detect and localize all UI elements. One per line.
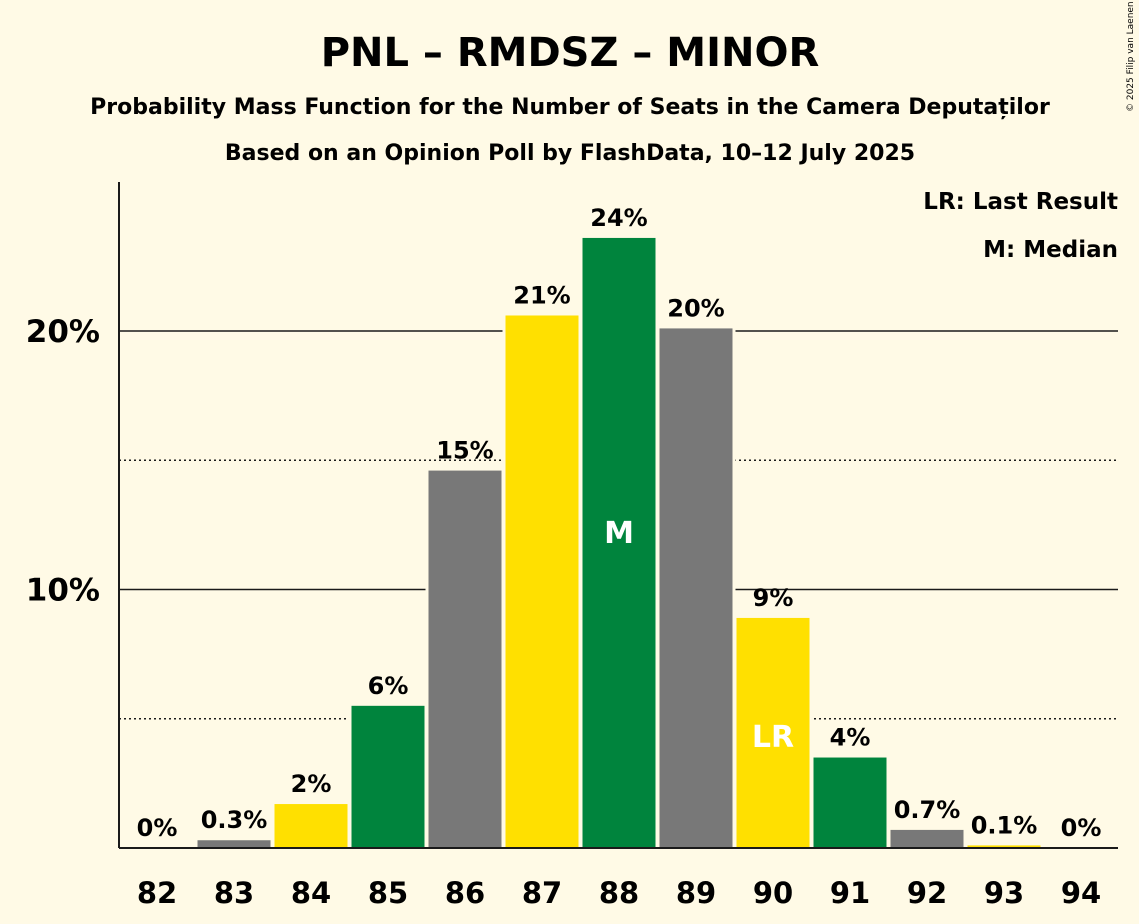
axes: 10% 20% 82 83 84 85 86 87 88 89 90 91 92 93 94 [26,182,1118,910]
bar-84 [274,804,348,848]
x-tick-label-85: 85 [368,876,408,910]
bars: 0% 0.3% 2% 6% 15% 21% 24% M 20% 9% LR 4% 0.7% 0.1% 0% [137,204,1102,848]
median-marker: M [604,516,634,551]
bar-85 [351,705,425,848]
chart-source: Based on an Opinion Poll by FlashData, 1… [225,141,915,166]
bar-87 [505,315,579,848]
legend-last-result: LR: Last Result [923,189,1118,215]
chart-subtitle: Probability Mass Function for the Number… [90,95,1050,120]
data-label-92: 0.7% [894,796,961,824]
data-label-88: 24% [590,204,647,232]
x-tick-label-83: 83 [214,876,254,910]
data-label-83: 0.3% [201,806,268,834]
data-label-90: 9% [753,584,794,612]
bar-88 [582,237,656,848]
bar-91 [813,757,887,848]
bar-86 [428,470,502,848]
bar-89 [659,328,733,848]
data-label-94: 0% [1061,814,1102,842]
data-label-89: 20% [667,294,724,322]
x-tick-label-94: 94 [1061,876,1101,910]
bar-83 [197,840,271,848]
x-tick-label-91: 91 [830,876,870,910]
x-tick-label-92: 92 [907,876,947,910]
data-label-84: 2% [291,770,332,798]
last-result-marker: LR [752,720,794,755]
x-tick-label-82: 82 [137,876,177,910]
bar-93 [967,845,1041,848]
data-label-87: 21% [513,281,570,309]
data-label-82: 0% [137,814,178,842]
data-label-93: 0.1% [971,811,1038,839]
x-tick-label-93: 93 [984,876,1024,910]
x-tick-label-84: 84 [291,876,331,910]
y-tick-label: 10% [26,573,100,609]
bar-90 [736,617,810,848]
x-tick-label-88: 88 [599,876,639,910]
data-label-85: 6% [368,672,409,700]
bar-halo [964,842,1044,848]
chart-title: PNL – RMDSZ – MINOR [321,30,820,76]
x-tick-label-89: 89 [676,876,716,910]
x-tick-label-87: 87 [522,876,562,910]
data-label-91: 4% [830,724,871,752]
legend-median: M: Median [983,237,1118,263]
copyright-note: © 2025 Filip van Laenen [1126,1,1136,112]
y-tick-label: 20% [26,314,100,350]
data-label-86: 15% [436,437,493,465]
x-tick-label-86: 86 [445,876,485,910]
x-tick-label-90: 90 [753,876,793,910]
bar-92 [890,829,964,848]
